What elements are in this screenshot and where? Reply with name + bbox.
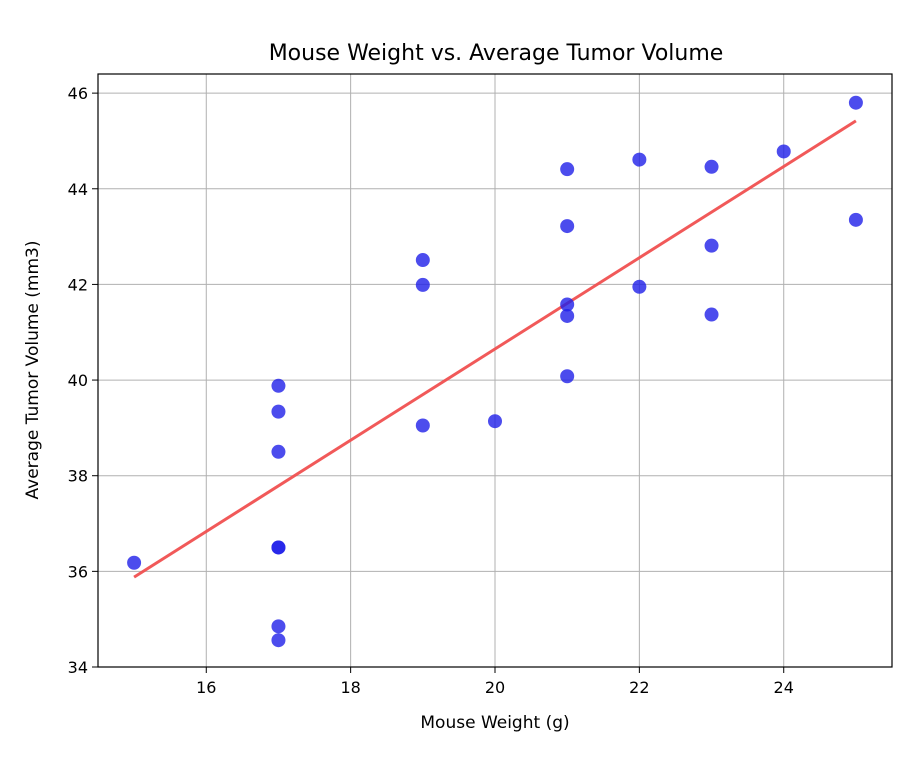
- chart-title: Mouse Weight vs. Average Tumor Volume: [269, 41, 724, 66]
- data-point: [560, 297, 575, 312]
- y-axis-label: Average Tumor Volume (mm3): [23, 241, 43, 500]
- y-tick-label: 44: [68, 180, 88, 199]
- data-point: [271, 540, 286, 555]
- data-point: [704, 159, 719, 174]
- data-point: [560, 162, 575, 177]
- x-tick-label: 16: [196, 678, 216, 697]
- x-tick-label: 20: [485, 678, 505, 697]
- data-point: [415, 253, 430, 268]
- data-point: [704, 238, 719, 253]
- data-point: [271, 619, 286, 634]
- x-tick-label: 18: [340, 678, 360, 697]
- data-point: [271, 444, 286, 459]
- data-point: [848, 212, 863, 227]
- data-points: [127, 95, 863, 648]
- data-point: [632, 279, 647, 294]
- regression-line-group: [133, 119, 857, 579]
- y-tick-label: 34: [68, 658, 88, 677]
- y-tick-label: 42: [68, 275, 88, 294]
- regression-line: [133, 119, 857, 579]
- data-point: [271, 378, 286, 393]
- data-point: [560, 369, 575, 384]
- data-point: [560, 308, 575, 323]
- data-point: [271, 633, 286, 648]
- x-tick-label: 24: [774, 678, 794, 697]
- y-tick-label: 38: [68, 467, 88, 486]
- axis-ticks: 16 18 20 22 24 34 36 38 40 42 44 46: [68, 84, 794, 697]
- y-tick-label: 36: [68, 562, 88, 581]
- data-point: [415, 277, 430, 292]
- data-point: [632, 152, 647, 167]
- data-point: [127, 555, 142, 570]
- x-axis-label: Mouse Weight (g): [420, 713, 569, 733]
- data-point: [776, 144, 791, 159]
- grid-lines: [98, 74, 892, 668]
- y-tick-label: 46: [68, 84, 88, 103]
- data-point: [704, 307, 719, 322]
- data-point: [415, 418, 430, 433]
- data-point: [560, 219, 575, 234]
- x-tick-label: 22: [629, 678, 649, 697]
- data-point: [848, 95, 863, 110]
- data-point: [488, 414, 502, 429]
- y-tick-label: 40: [68, 371, 88, 390]
- data-point: [271, 404, 286, 419]
